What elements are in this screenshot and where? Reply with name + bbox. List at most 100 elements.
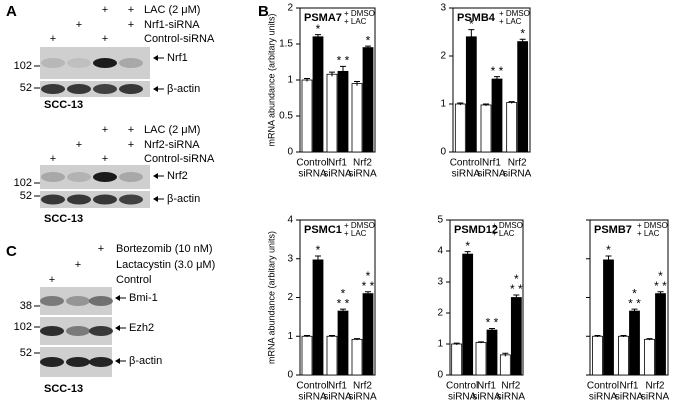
- error-bar: [329, 334, 335, 338]
- mw-marker: 102: [14, 60, 32, 72]
- significance: *: [366, 33, 371, 47]
- significance: * *: [486, 316, 499, 330]
- band: [93, 172, 117, 182]
- bar: [491, 78, 503, 153]
- bar: [517, 41, 529, 153]
- chart-title: PSMC1: [304, 224, 342, 236]
- legend-label: + DMSO: [344, 9, 375, 18]
- x-tick-label: siRNA: [298, 392, 327, 403]
- band: [67, 84, 91, 94]
- lane-sign: +: [128, 4, 134, 16]
- y-tick-label: 2: [440, 51, 446, 62]
- x-tick-label: siRNA: [477, 169, 506, 180]
- bar: [326, 73, 338, 153]
- lane-sign: +: [76, 19, 82, 31]
- legend-label: + LAC: [499, 17, 522, 26]
- band-label: Ezh2: [129, 322, 154, 334]
- band: [89, 326, 113, 336]
- x-tick-label: siRNA: [641, 392, 670, 403]
- bar: [462, 253, 474, 376]
- band: [66, 357, 90, 367]
- significance: *: [658, 269, 663, 283]
- bar: [499, 354, 511, 376]
- error-bar: [457, 102, 464, 105]
- error-bar: [329, 71, 335, 77]
- significance: * *: [628, 296, 641, 310]
- significance: * *: [491, 64, 504, 78]
- x-tick-label: Nrf1: [482, 158, 501, 169]
- condition-label: Control-siRNA: [144, 153, 215, 165]
- error-bar: [315, 255, 321, 264]
- cell-line: SCC-13: [44, 213, 83, 225]
- significance: *: [316, 243, 321, 257]
- bar: [655, 293, 666, 376]
- significance: *: [520, 26, 525, 40]
- error-bar: [513, 294, 520, 300]
- x-tick-label: Nrf1: [328, 381, 347, 392]
- lane-sign: +: [128, 124, 134, 136]
- band-label: β-actin: [129, 355, 162, 367]
- y-tick-label: 0: [287, 370, 293, 381]
- y-tick-label: 0: [440, 147, 446, 158]
- bar: [326, 335, 338, 376]
- band: [66, 326, 90, 336]
- y-axis-title: mRNA abundance (arbitary units): [266, 13, 276, 146]
- lane-sign: +: [98, 243, 104, 255]
- y-tick-label: 0: [287, 147, 293, 158]
- y-tick-label: 1.5: [279, 39, 293, 50]
- legend-label: + DMSO: [637, 221, 668, 230]
- bar: [362, 47, 374, 153]
- condition-label: Nrf2-siRNA: [144, 139, 200, 151]
- bar: [351, 338, 363, 376]
- band: [93, 84, 117, 94]
- chart-title: PSMA7: [304, 12, 342, 24]
- y-tick-label: 0: [437, 370, 443, 381]
- plot-frame: [452, 7, 531, 153]
- error-bar: [304, 334, 310, 338]
- arrow-head: [115, 295, 120, 301]
- x-tick-label: Nrf2: [353, 158, 372, 169]
- bar: [362, 293, 374, 376]
- lane-sign: +: [49, 274, 55, 286]
- y-tick-label: 2: [287, 3, 293, 14]
- chart-title: PSMB4: [457, 12, 496, 24]
- mw-marker: 38: [20, 300, 32, 312]
- mw-marker: 102: [14, 321, 32, 333]
- error-bar: [508, 101, 515, 104]
- band: [40, 296, 64, 306]
- arrow-head: [153, 196, 158, 202]
- error-bar: [494, 76, 500, 82]
- error-bar: [646, 338, 653, 341]
- y-tick-label: 5: [437, 215, 443, 226]
- x-tick-label: siRNA: [497, 392, 526, 403]
- lane-sign: +: [102, 124, 108, 136]
- bar: [629, 310, 640, 376]
- bar: [618, 335, 629, 376]
- significance: *: [465, 239, 470, 253]
- x-tick-label: Nrf1: [620, 381, 639, 392]
- error-bar: [489, 328, 495, 332]
- significance: *: [606, 243, 611, 257]
- y-axis-title: mRNA abundance (arbitary units): [266, 231, 276, 364]
- legend-label: + LAC: [344, 229, 367, 238]
- lane-sign: +: [128, 139, 134, 151]
- band: [119, 194, 143, 205]
- y-tick-label: 1: [437, 339, 443, 350]
- condition-label: Lactacystin (3.0 μM): [116, 259, 215, 271]
- significance: * *: [510, 282, 523, 296]
- lane-sign: +: [76, 139, 82, 151]
- x-tick-label: siRNA: [615, 392, 644, 403]
- significance: * *: [654, 279, 667, 293]
- x-tick-label: Control: [296, 381, 328, 392]
- x-tick-label: siRNA: [298, 169, 327, 180]
- legend-label: + LAC: [344, 17, 367, 26]
- error-bar: [468, 29, 475, 44]
- lane-sign: +: [128, 19, 134, 31]
- error-bar: [594, 334, 601, 338]
- x-tick-label: Nrf2: [646, 381, 665, 392]
- cell-line: SCC-13: [44, 99, 83, 111]
- x-tick-label: siRNA: [452, 169, 481, 180]
- bar: [454, 103, 466, 153]
- error-bar: [354, 338, 360, 341]
